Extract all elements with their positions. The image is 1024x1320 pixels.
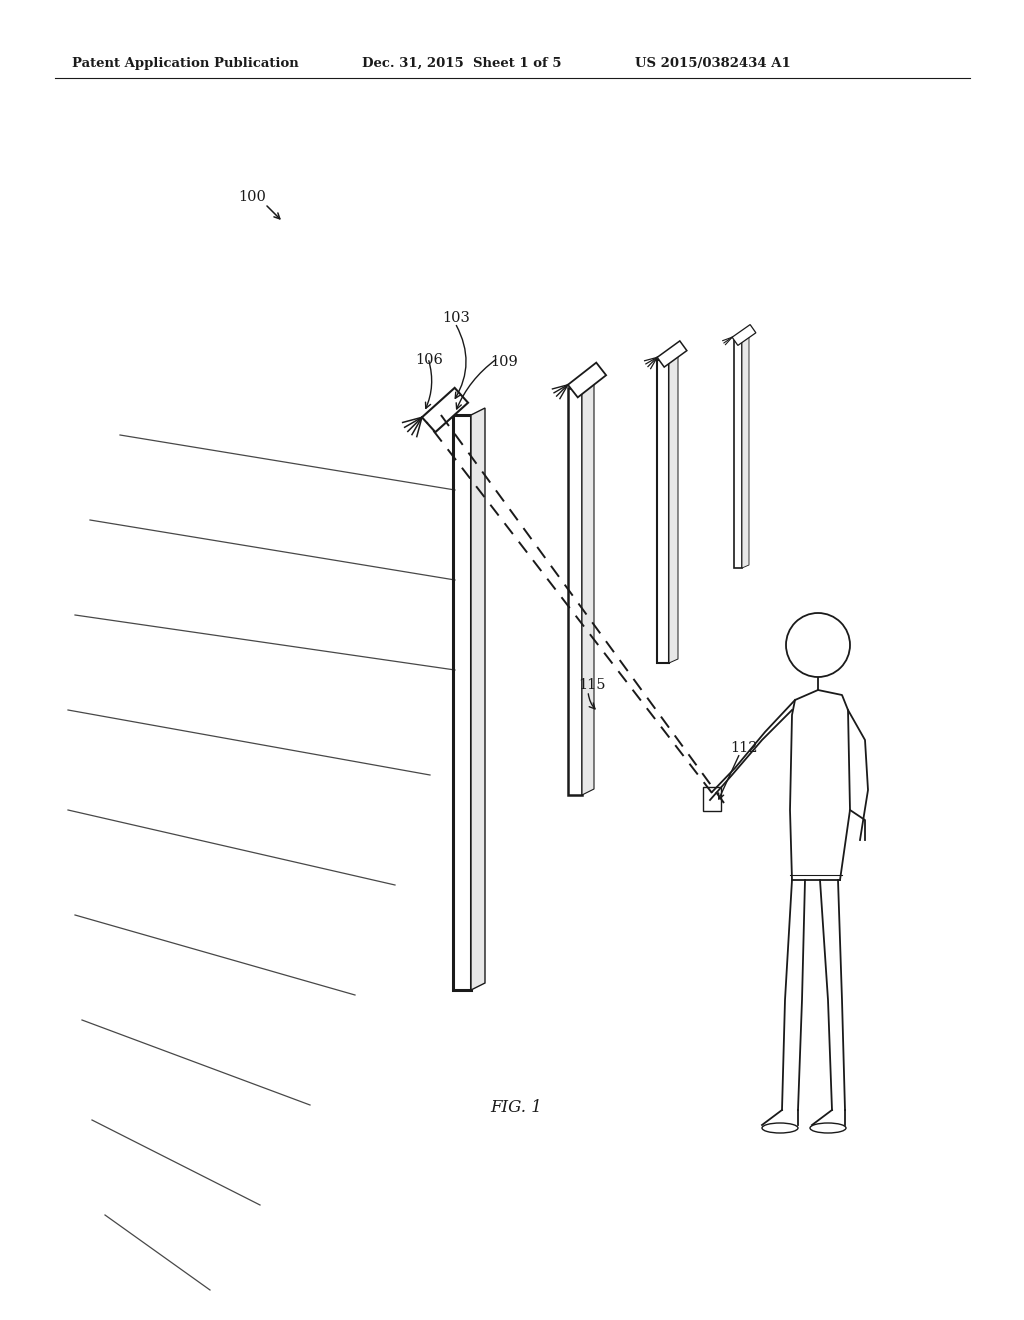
Polygon shape: [732, 325, 756, 346]
Text: FIG. 1: FIG. 1: [490, 1100, 542, 1117]
Polygon shape: [568, 363, 606, 397]
Text: US 2015/0382434 A1: US 2015/0382434 A1: [635, 57, 791, 70]
Text: 109: 109: [490, 355, 518, 370]
Text: Dec. 31, 2015  Sheet 1 of 5: Dec. 31, 2015 Sheet 1 of 5: [362, 57, 561, 70]
FancyBboxPatch shape: [703, 787, 721, 810]
Polygon shape: [734, 341, 742, 568]
Polygon shape: [582, 381, 594, 795]
Polygon shape: [453, 414, 471, 990]
Polygon shape: [422, 388, 468, 432]
Ellipse shape: [762, 1123, 798, 1133]
Polygon shape: [568, 388, 582, 795]
Polygon shape: [471, 408, 485, 990]
Text: 100: 100: [238, 190, 266, 205]
Text: 103: 103: [442, 312, 470, 325]
Polygon shape: [742, 337, 749, 568]
Text: Patent Application Publication: Patent Application Publication: [72, 57, 299, 70]
Polygon shape: [657, 341, 687, 367]
Text: 106: 106: [415, 352, 442, 367]
Text: 115: 115: [578, 678, 605, 692]
Polygon shape: [669, 356, 678, 663]
Text: 112: 112: [730, 741, 758, 755]
Circle shape: [786, 612, 850, 677]
Polygon shape: [657, 360, 669, 663]
Ellipse shape: [810, 1123, 846, 1133]
